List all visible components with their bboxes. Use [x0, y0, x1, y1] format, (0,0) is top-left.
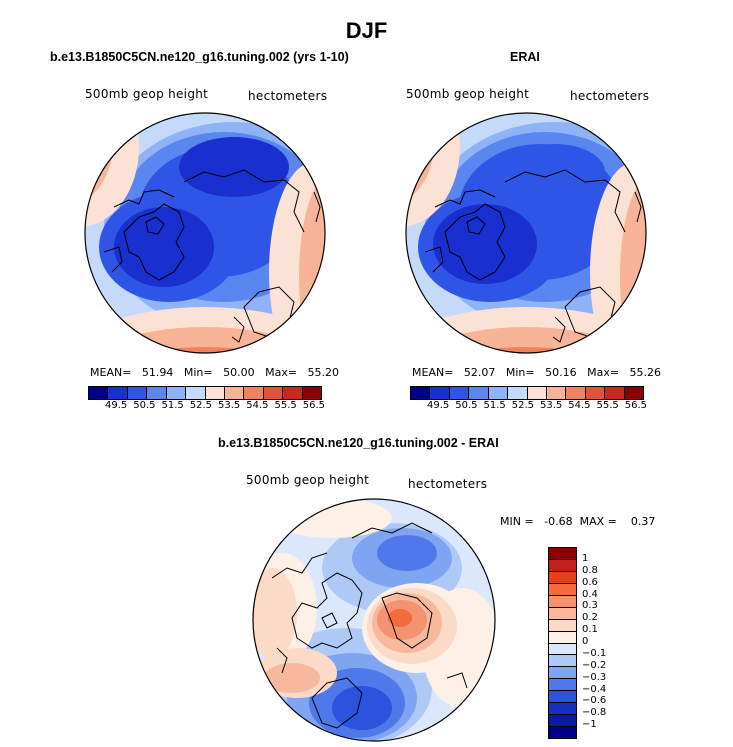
diff-colorbar-swatch: [549, 715, 576, 728]
diff-colorbar-tick: −0.6: [582, 695, 607, 707]
diff-colorbar-swatch: [549, 679, 576, 692]
diff-colorbar: [548, 547, 577, 739]
diff-colorbar-swatch: [549, 619, 576, 632]
model-colorbar-tick: 55.5: [274, 400, 297, 411]
diff-colorbar-swatch: [549, 595, 576, 608]
obs-colorbar-tick: 52.5: [511, 400, 534, 411]
model-colorbar-swatch: [166, 387, 187, 399]
model-colorbar-tick: 49.5: [104, 400, 128, 411]
model-colorbar-swatch: [205, 387, 225, 399]
diff-colorbar-swatch: [549, 548, 576, 560]
model-variable-label: 500mb geop height: [85, 87, 209, 101]
obs-colorbar-swatch: [624, 387, 644, 399]
diff-colorbar-tick: 0.6: [582, 576, 598, 588]
model-colorbar-tick: 56.5: [302, 400, 325, 411]
obs-colorbar-tick: 55.5: [596, 400, 619, 411]
model-colorbar-swatch: [127, 387, 148, 399]
obs-colorbar-tick: 51.5: [483, 400, 506, 411]
model-colorbar-swatch: [108, 387, 128, 399]
diff-colorbar-tick: −0.3: [582, 671, 607, 683]
diff-colorbar-tick: 0.3: [582, 600, 598, 612]
diff-colorbar-ticks: 1 0.8 0.6 0.4 0.3 0.2 0.1 0 −0.1 −0.2 −0.3 −0.4 −0.6…: [582, 547, 622, 737]
diff-colorbar-swatch: [549, 607, 576, 620]
model-colorbar: 49.5 50.5 51.5 52.5 53.5 54.5 55.5 56.5: [88, 386, 325, 411]
diff-colorbar-swatch: [549, 691, 576, 704]
obs-colorbar-swatch: [411, 387, 431, 399]
obs-polar-map: [405, 112, 647, 354]
diff-colorbar-swatch: [549, 655, 576, 668]
diff-variable-label: 500mb geop height: [246, 473, 370, 487]
diff-colorbar-tick: −1: [582, 719, 597, 731]
figure-title: DJF: [345, 18, 388, 43]
diff-units-label: hectometers: [408, 477, 488, 491]
obs-colorbar-swatch: [546, 387, 567, 399]
model-colorbar-swatch: [224, 387, 245, 399]
obs-variable-label: 500mb geop height: [406, 87, 530, 101]
obs-colorbar-tick: 56.5: [624, 400, 647, 411]
diff-colorbar-swatch: [549, 631, 576, 644]
obs-colorbar-tick: 53.5: [539, 400, 563, 411]
diff-colorbar-tick: 0.8: [582, 564, 598, 576]
model-colorbar-tick: 54.5: [246, 400, 269, 411]
diff-colorbar-swatch: [549, 571, 576, 584]
model-stats-text: MEAN= 51.94 Min= 50.00 Max= 55.20: [90, 366, 340, 379]
diff-colorbar-swatch: [549, 727, 576, 738]
obs-colorbar-swatch: [449, 387, 470, 399]
obs-units-label: hectometers: [570, 89, 650, 103]
diff-colorbar-swatch: [549, 703, 576, 716]
model-polar-map: [84, 112, 326, 354]
obs-colorbar-swatch: [527, 387, 547, 399]
model-colorbar-tick: 53.5: [217, 400, 241, 411]
model-colorbar-tick: 51.5: [161, 400, 184, 411]
diff-colorbar-swatch: [549, 559, 576, 572]
obs-colorbar-swatch: [605, 387, 625, 399]
model-colorbar-swatch: [302, 387, 322, 399]
model-colorbar-swatch: [263, 387, 284, 399]
model-units-label: hectometers: [248, 89, 328, 103]
diff-colorbar-tick: 1: [582, 552, 589, 564]
diff-stats-text: MIN = -0.68 MAX = 0.37: [500, 515, 656, 528]
model-colorbar-swatch: [186, 387, 206, 399]
obs-colorbar-swatch: [430, 387, 450, 399]
diff-colorbar-tick: 0.2: [582, 612, 598, 624]
obs-stats-text: MEAN= 52.07 Min= 50.16 Max= 55.26: [412, 366, 662, 379]
model-panel-header: b.e13.B1850C5CN.ne120_g16.tuning.002 (yr…: [50, 50, 349, 64]
model-colorbar-swatch: [244, 387, 264, 399]
obs-colorbar-swatch: [488, 387, 509, 399]
diff-colorbar-swatch: [549, 643, 576, 656]
obs-colorbar-swatch: [469, 387, 489, 399]
diff-colorbar-tick: −0.4: [582, 683, 607, 695]
diff-panel-header: b.e13.B1850C5CN.ne120_g16.tuning.002 - E…: [218, 436, 499, 450]
diff-colorbar-tick: −0.8: [582, 707, 607, 719]
diff-colorbar-tick: 0.1: [582, 624, 598, 636]
diff-polar-map: [252, 498, 496, 742]
obs-colorbar-tick: 50.5: [455, 400, 478, 411]
obs-colorbar-swatch: [508, 387, 528, 399]
diff-colorbar-swatch: [549, 583, 576, 596]
model-colorbar-swatch: [89, 387, 109, 399]
obs-colorbar-tick: 49.5: [426, 400, 450, 411]
obs-colorbar-swatch: [585, 387, 606, 399]
obs-colorbar-swatch: [566, 387, 586, 399]
obs-panel-header: ERAI: [510, 50, 540, 64]
model-colorbar-tick: 52.5: [189, 400, 212, 411]
diff-colorbar-tick: −0.1: [582, 647, 607, 659]
model-colorbar-tick: 50.5: [133, 400, 156, 411]
diff-colorbar-swatch: [549, 667, 576, 680]
diff-colorbar-tick: 0.4: [582, 588, 598, 600]
model-colorbar-swatch: [283, 387, 303, 399]
obs-colorbar-tick: 54.5: [568, 400, 591, 411]
model-colorbar-swatch: [147, 387, 167, 399]
obs-colorbar: 49.5 50.5 51.5 52.5 53.5 54.5 55.5 56.5: [410, 386, 647, 411]
diff-colorbar-tick: −0.2: [582, 659, 607, 671]
diff-colorbar-tick: 0: [582, 636, 589, 647]
